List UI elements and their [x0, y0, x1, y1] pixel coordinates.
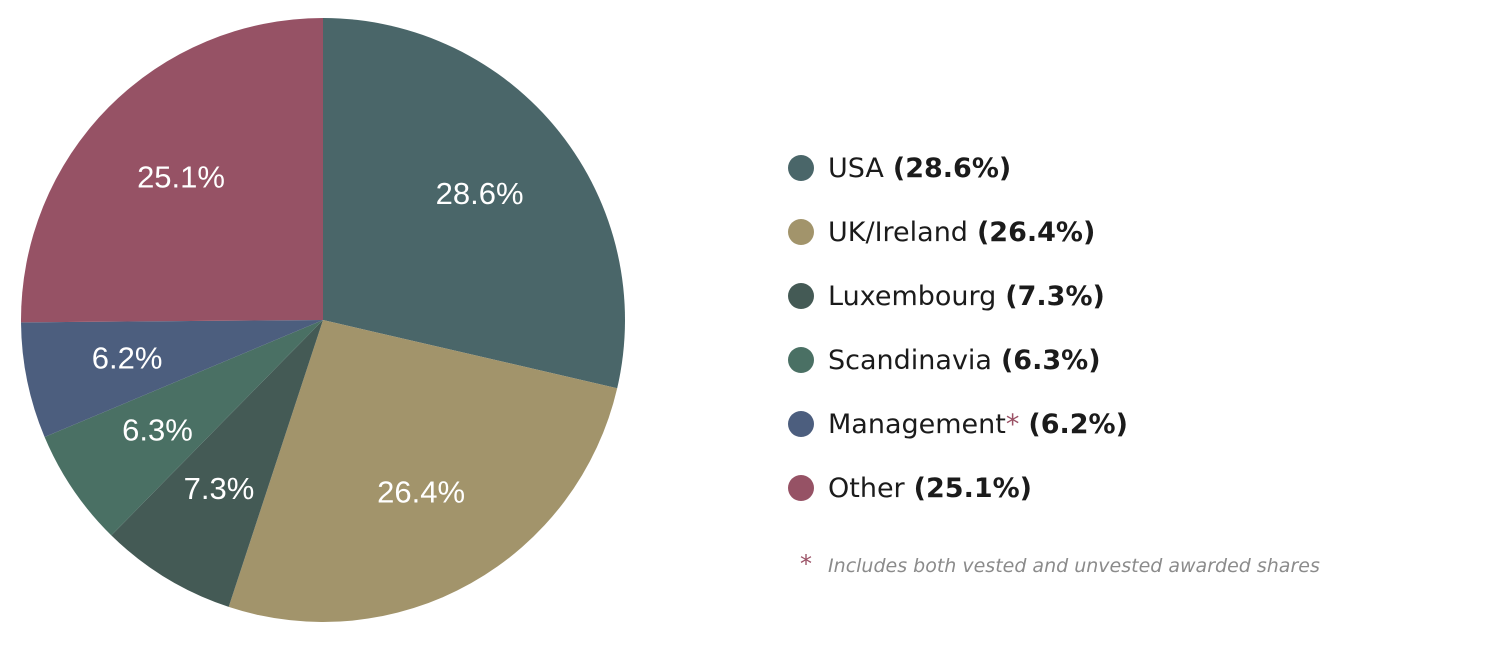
pie-slice-uk-ireland	[228, 320, 618, 622]
legend-swatch	[788, 475, 814, 501]
legend-item: USA (28.6%)	[788, 136, 1128, 200]
footnote-text: Includes both vested and unvested awarde…	[828, 555, 1320, 577]
pie-chart: 28.6% 26.4% 7.3% 6.3% 6.2% 25.1%	[21, 18, 625, 622]
pie-slice-management	[21, 320, 323, 437]
slice-label: 7.3%	[184, 471, 255, 506]
pie-slice-luxembourg	[111, 320, 323, 607]
legend-label: Management	[828, 408, 1006, 440]
legend-swatch	[788, 283, 814, 309]
legend-percentage: (6.2%)	[1028, 408, 1128, 440]
legend-label: Scandinavia	[828, 344, 992, 376]
legend-percentage: (6.3%)	[1000, 344, 1101, 376]
legend: USA (28.6%) UK/Ireland (26.4%) Luxembourg (7.…	[788, 136, 1128, 520]
legend-item: Management * (6.2%)	[788, 392, 1128, 456]
legend-label: Other	[828, 472, 905, 504]
legend-item: Luxembourg (7.3%)	[788, 264, 1128, 328]
legend-swatch	[788, 219, 814, 245]
legend-swatch	[788, 347, 814, 373]
legend-percentage: (25.1%)	[913, 472, 1033, 504]
slice-label: 28.6%	[436, 176, 524, 211]
pie-slice-other	[21, 18, 323, 323]
slice-label: 26.4%	[377, 474, 465, 509]
legend-item: Other (25.1%)	[788, 456, 1128, 520]
legend-swatch	[788, 411, 814, 437]
slice-label: 6.2%	[92, 340, 163, 375]
footnote: * Includes both vested and unvested awar…	[800, 550, 1320, 578]
pie-slice-scandinavia	[44, 320, 323, 536]
slice-label: 6.3%	[122, 412, 193, 447]
slice-label: 25.1%	[137, 159, 225, 194]
legend-percentage: (26.4%)	[976, 216, 1096, 248]
legend-asterisk: *	[1005, 408, 1020, 440]
legend-percentage: (28.6%)	[892, 152, 1012, 184]
legend-item: UK/Ireland (26.4%)	[788, 200, 1128, 264]
footnote-asterisk: *	[800, 550, 812, 578]
legend-label: UK/Ireland	[828, 216, 968, 248]
legend-item: Scandinavia (6.3%)	[788, 328, 1128, 392]
legend-label: USA	[828, 152, 884, 184]
legend-label: Luxembourg	[828, 280, 997, 312]
legend-percentage: (7.3%)	[1005, 280, 1105, 312]
legend-swatch	[788, 155, 814, 181]
pie-slice-usa	[323, 18, 625, 389]
